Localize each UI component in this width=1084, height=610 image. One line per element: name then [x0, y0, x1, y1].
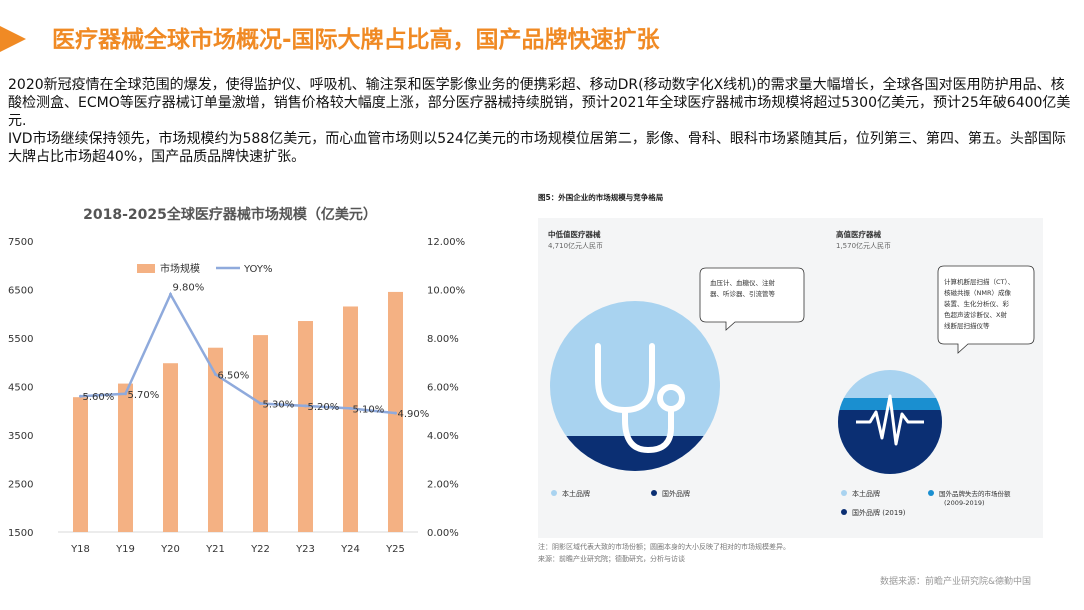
yoy-point	[259, 401, 262, 405]
x-tick-label: Y23	[295, 544, 315, 555]
x-tick-label: Y22	[250, 544, 270, 555]
yoy-data-label: 5.70%	[128, 390, 160, 401]
x-tick-label: Y20	[160, 544, 180, 555]
chart-title: 2018-2025全球医疗器械市场规模（亿美元）	[83, 207, 377, 223]
right-title: 高值医疗器械	[836, 229, 881, 239]
yoy-line	[80, 291, 396, 415]
right-legend: 本土品牌 国外品牌失去的市场份额 (2009-2019) 国外品牌 (2019)	[841, 489, 1013, 517]
right-speech-bubble: 计算机断层扫描（CT）、 核磁共振（NMR）成像 装置、生化分析仪、彩 色超声波…	[937, 265, 1035, 354]
left-legend: 本土品牌 国外品牌	[551, 489, 690, 498]
left-legend-foreign: 国外品牌	[662, 489, 690, 498]
right-legend-foreign-lost: 国外品牌失去的市场份额 (2009-2019)	[939, 489, 1013, 507]
yoy-data-label: 5.60%	[83, 392, 115, 403]
right-value: 1,570亿元人民币	[836, 241, 891, 250]
y-tick-label: 1500	[8, 528, 33, 539]
y2-tick-label: 6.00%	[427, 383, 459, 394]
yoy-data-label: 5.10%	[353, 404, 385, 415]
yoy-point	[124, 392, 127, 396]
x-tick-label: Y21	[205, 544, 225, 555]
left-local-share	[550, 301, 720, 471]
figure-title: 图5：外国企业的市场规模与竞争格局	[538, 192, 663, 202]
market-landscape-figure: 图5：外国企业的市场规模与竞争格局 中低值医疗器械 4,710亿元人民币 高值医…	[538, 192, 1043, 563]
y-tick-label: 4500	[8, 383, 33, 394]
stethoscope-icon	[595, 343, 685, 454]
bar-Y22	[253, 335, 268, 532]
yoy-data-label: 9.80%	[173, 282, 205, 293]
y2-tick-label: 8.00%	[427, 334, 459, 345]
yoy-data-label: 4.90%	[398, 409, 430, 420]
left-legend-local: 本土品牌	[562, 489, 590, 498]
body-text: 2020新冠疫情在全球范围的爆发，使得监护仪、呼吸机、输注泵和医学影像业务的便携…	[8, 76, 1076, 166]
bar-Y19	[118, 383, 133, 532]
yoy-data-label: 6.50%	[218, 370, 250, 381]
right-legend-local: 本土品牌	[852, 489, 880, 498]
market-size-chart: 1500 2500 3500 4500 5500 6500 7500 0.00% 2.00% 4.…	[8, 237, 465, 555]
yoy-point	[394, 411, 397, 415]
svg-text:血压计、血糖仪、注射 器、听诊器、引流管等: 血压计、血糖仪、注射 器、听诊器、引流管等	[710, 278, 777, 298]
bar-Y18	[73, 397, 88, 532]
legend-line-label: YOY%	[243, 264, 273, 275]
x-tick-label: Y25	[385, 544, 405, 555]
figure-source: 来源：前瞻产业研究院；德勤研究，分析与访谈	[538, 554, 685, 563]
x-tick-label: Y19	[115, 544, 135, 555]
left-title: 中低值医疗器械	[548, 229, 601, 239]
y-tick-label: 5500	[8, 334, 33, 345]
title-arrow-icon	[0, 26, 26, 52]
title-bar: 医疗器械全球市场概况-国际大牌占比高，国产品牌快速扩张	[0, 18, 1084, 58]
bar-Y20	[163, 363, 178, 532]
legend-bar-swatch	[137, 264, 155, 273]
y2-tick-label: 4.00%	[427, 431, 459, 442]
left-value: 4,710亿元人民币	[548, 241, 603, 250]
page-title: 医疗器械全球市场概况-国际大牌占比高，国产品牌快速扩张	[52, 27, 660, 53]
y-tick-label: 3500	[8, 431, 33, 442]
yoy-data-label: 5.20%	[308, 402, 340, 413]
y-tick-label: 2500	[8, 480, 33, 491]
y-tick-label: 7500	[8, 237, 33, 248]
y2-tick-label: 2.00%	[427, 480, 459, 491]
yoy-point	[169, 292, 172, 296]
x-tick-label: Y18	[70, 544, 90, 555]
heartbeat-icon	[856, 394, 924, 446]
right-legend-foreign: 国外品牌 (2019)	[852, 508, 906, 517]
legend-bar-label: 市场规模	[160, 262, 200, 275]
yoy-point	[349, 406, 352, 410]
footer-source: 数据来源：前瞻产业研究院&德勤中国	[880, 577, 1032, 587]
bar-Y23	[298, 321, 313, 532]
y2-tick-label: 12.00%	[427, 237, 465, 248]
y2-tick-label: 10.00%	[427, 286, 465, 297]
y2-tick-label: 0.00%	[427, 528, 459, 539]
yoy-point	[304, 404, 307, 408]
bar-Y24	[343, 306, 358, 532]
yoy-point	[214, 372, 217, 376]
left-speech-bubble: 血压计、血糖仪、注射 器、听诊器、引流管等	[699, 267, 805, 331]
yoy-data-label: 5.30%	[263, 399, 295, 410]
y-tick-label: 6500	[8, 286, 33, 297]
paragraph-1: 2020新冠疫情在全球范围的爆发，使得监护仪、呼吸机、输注泵和医学影像业务的便携…	[8, 77, 1071, 129]
svg-text:计算机断层扫描（CT）、 核磁共振（NMR）成像: 计算机断层扫描（CT）、 核磁共振（NMR）成像 装置、生化分析仪、彩 色超声波…	[944, 277, 1016, 330]
bar-Y21	[208, 347, 223, 532]
yoy-point	[79, 394, 82, 398]
figure-note: 注：阴影区域代表大致的市场份额；圆圈本身的大小反映了相对的市场规模差异。	[538, 542, 790, 551]
x-tick-label: Y24	[340, 544, 360, 555]
paragraph-2: IVD市场继续保持领先，市场规模约为588亿美元，而心血管市场则以524亿美元的…	[8, 131, 1066, 165]
